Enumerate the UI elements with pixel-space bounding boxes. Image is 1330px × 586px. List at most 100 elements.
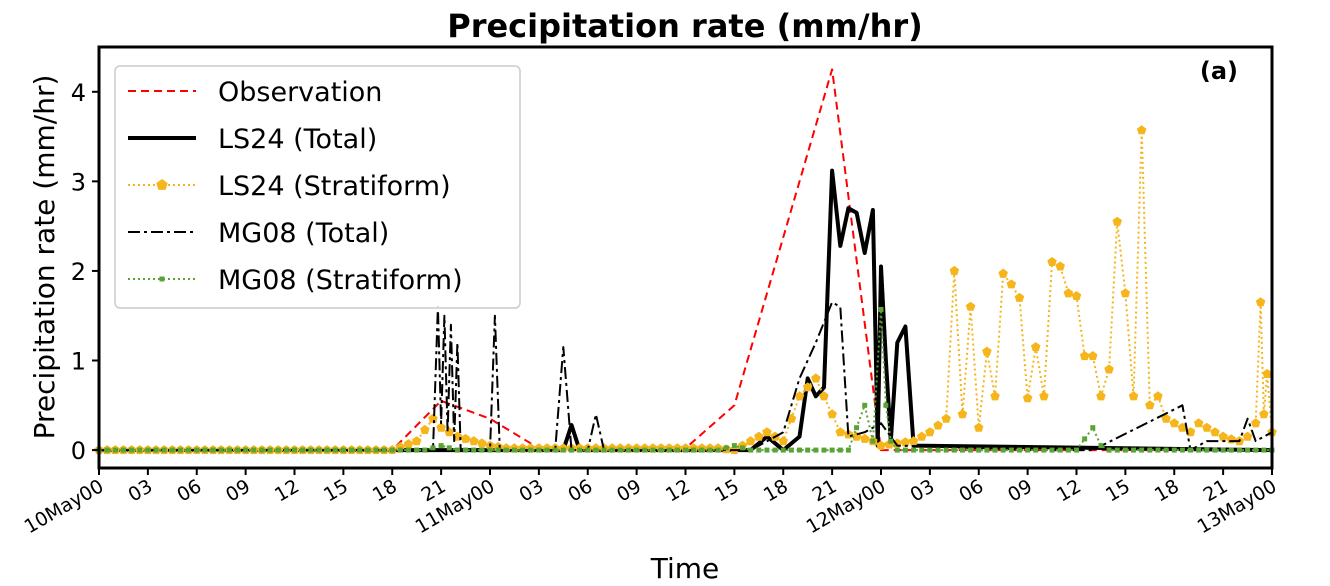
mg08-stratiform-point — [251, 447, 257, 453]
mg08-stratiform-point — [780, 447, 786, 453]
mg08-stratiform-point — [357, 447, 363, 453]
mg08-stratiform-point — [397, 447, 403, 453]
ls24-stratiform-point — [1251, 418, 1261, 428]
x-tick-label: 15 — [320, 475, 352, 506]
ls24-stratiform-point — [444, 427, 454, 437]
ls24-stratiform-point — [990, 391, 1000, 401]
y-axis: 0 1 2 3 4 — [71, 79, 99, 465]
x-tick-label: 06 — [173, 475, 205, 506]
mg08-stratiform-point — [888, 438, 894, 444]
legend-box — [114, 65, 521, 309]
mg08-stratiform-point — [1106, 447, 1112, 453]
mg08-stratiform-point — [1139, 447, 1145, 453]
mg08-stratiform-point — [601, 447, 607, 453]
ls24-stratiform-point — [794, 391, 805, 401]
mg08-stratiform-point — [585, 447, 591, 453]
mg08-stratiform-point — [332, 447, 338, 453]
mg08-stratiform-point — [430, 445, 436, 451]
y-tick-label: 2 — [71, 258, 86, 286]
ls24-stratiform-point — [876, 440, 886, 450]
mg08-stratiform-point — [406, 447, 412, 453]
ls24-stratiform-point — [1242, 431, 1253, 441]
mg08-stratiform-point — [674, 447, 680, 453]
ls24-stratiform-point — [1255, 297, 1266, 307]
mg08-stratiform-point — [1114, 447, 1120, 453]
observation-legend-label: Observation — [218, 77, 382, 108]
mg08-stratiform-point — [593, 447, 599, 453]
ls24-stratiform-point — [411, 436, 422, 446]
ls24-stratiform-point — [403, 439, 414, 449]
ls24-stratiform-point — [1014, 292, 1025, 302]
mg08-stratiform-point — [1163, 447, 1169, 453]
mg08-stratiform-point — [634, 447, 640, 453]
mg08-stratiform-point — [267, 447, 273, 453]
ls24-stratiform-point — [1006, 279, 1017, 289]
x-tick-label: 12 — [271, 475, 303, 506]
ls24-stratiform-point — [900, 437, 911, 447]
mg08-stratiform-series — [96, 306, 1275, 453]
mg08-stratiform-point — [1000, 447, 1006, 453]
ls24-stratiform-point — [819, 391, 829, 401]
mg08-stratiform-point — [283, 447, 289, 453]
ls24-stratiform-point — [469, 436, 479, 446]
mg08-stratiform-point — [365, 447, 371, 453]
mg08-stratiform-point — [650, 447, 656, 453]
mg08-stratiform-point — [764, 447, 770, 453]
ls24-stratiform-point — [436, 422, 446, 432]
mg08-stratiform-point — [1188, 447, 1194, 453]
mg08-stratiform-point — [772, 447, 778, 453]
mg08-stratiform-point — [316, 447, 322, 453]
y-tick-label: 4 — [71, 79, 86, 107]
mg08-stratiform-point — [568, 447, 574, 453]
mg08-stratiform-point — [454, 447, 460, 453]
mg08-stratiform-point — [422, 447, 428, 453]
ls24-stratiform-point — [1071, 291, 1082, 301]
mg08-stratiform-point — [1098, 443, 1104, 449]
mg08-stratiform-point — [1122, 447, 1128, 453]
mg08-stratiform-point — [683, 447, 688, 453]
mg08-stratiform-point — [234, 447, 240, 453]
mg08-stratiform-point — [943, 447, 949, 453]
mg08-stratiform-point — [112, 447, 118, 453]
x-tick-label: 03 — [124, 475, 156, 506]
mg08-stratiform-point — [560, 447, 566, 453]
mg08-stratiform-point — [1041, 447, 1047, 453]
mg08-stratiform-point — [813, 447, 819, 453]
mg08-stratiform-point — [414, 447, 420, 453]
mg08-stratiform-point — [894, 447, 900, 453]
mg08-stratiform-point — [528, 447, 534, 453]
mg08-stratiform-point — [748, 447, 754, 453]
mg08-stratiform-point — [707, 447, 713, 453]
mg08-stratiform-point — [259, 447, 265, 453]
mg08-stratiform-point — [1016, 447, 1022, 453]
ls24-stratiform-point — [1259, 409, 1269, 419]
mg08-stratiform-point — [1065, 447, 1071, 453]
mg08-stratiform-point — [463, 447, 469, 453]
mg08-stratiform-point — [520, 447, 526, 453]
ls24-stratiform-point — [460, 433, 471, 443]
mg08-stratiform-legend-marker — [159, 276, 165, 282]
mg08-stratiform-point — [169, 447, 175, 453]
mg08-stratiform-point — [870, 438, 876, 444]
ls24-stratiform-point — [1202, 422, 1212, 432]
mg08-stratiform-point — [788, 447, 794, 453]
mg08-stratiform-point — [1236, 447, 1242, 453]
ls24-total-legend-label: LS24 (Total) — [218, 124, 377, 155]
ls24-stratiform-point — [835, 427, 845, 437]
ls24-stratiform-point — [827, 409, 837, 419]
mg08-stratiform-point — [1025, 447, 1031, 453]
x-tick-label: 15 — [1102, 475, 1134, 506]
y-tick-label: 0 — [71, 437, 86, 465]
mg08-stratiform-point — [300, 447, 306, 453]
mg08-stratiform-point — [275, 447, 281, 453]
mg08-total-legend-label: MG08 (Total) — [218, 218, 389, 249]
mg08-stratiform-point — [756, 447, 762, 453]
ls24-stratiform-point — [1193, 418, 1204, 428]
mg08-stratiform-point — [919, 447, 925, 453]
ls24-stratiform-point — [933, 420, 943, 430]
ls24-stratiform-point — [974, 422, 984, 432]
x-tick-label: 06 — [955, 475, 987, 506]
y-axis-label: Precipitation rate (mm/hr) — [28, 75, 61, 440]
ls24-stratiform-point — [1112, 216, 1122, 226]
ls24-stratiform-point — [1210, 427, 1220, 437]
